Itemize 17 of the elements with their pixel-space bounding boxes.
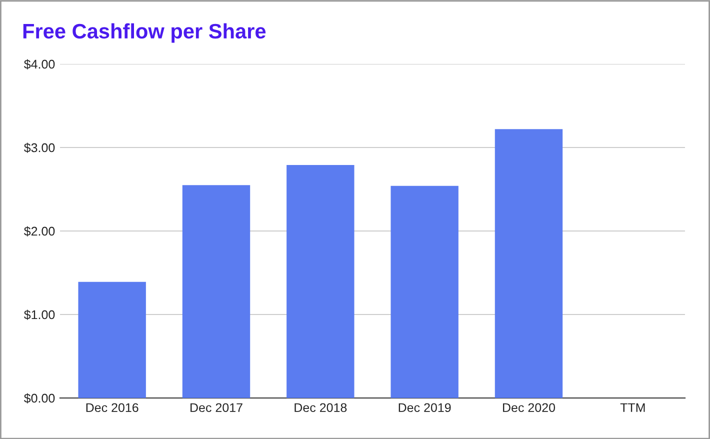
- y-tick-label: $1.00: [24, 310, 55, 320]
- x-tick-label: Dec 2017: [190, 403, 242, 412]
- x-tick-label: Dec 2019: [398, 403, 451, 412]
- y-tick-label: $4.00: [24, 59, 55, 70]
- bar: [286, 165, 354, 398]
- bar: [78, 282, 146, 398]
- y-tick-label: $0.00: [24, 393, 55, 404]
- y-tick-label: $3.00: [24, 142, 55, 153]
- x-tick-label: Dec 2020: [503, 403, 556, 412]
- bar: [390, 186, 458, 398]
- x-tick-label: Dec 2018: [294, 403, 347, 412]
- bar: [182, 185, 250, 398]
- chart-title: Free Cashflow per Share: [23, 23, 266, 43]
- x-tick-label: TTM: [620, 403, 645, 412]
- y-tick-label: $2.00: [24, 226, 55, 236]
- bar: [494, 129, 563, 398]
- x-tick-label: Dec 2016: [86, 403, 138, 412]
